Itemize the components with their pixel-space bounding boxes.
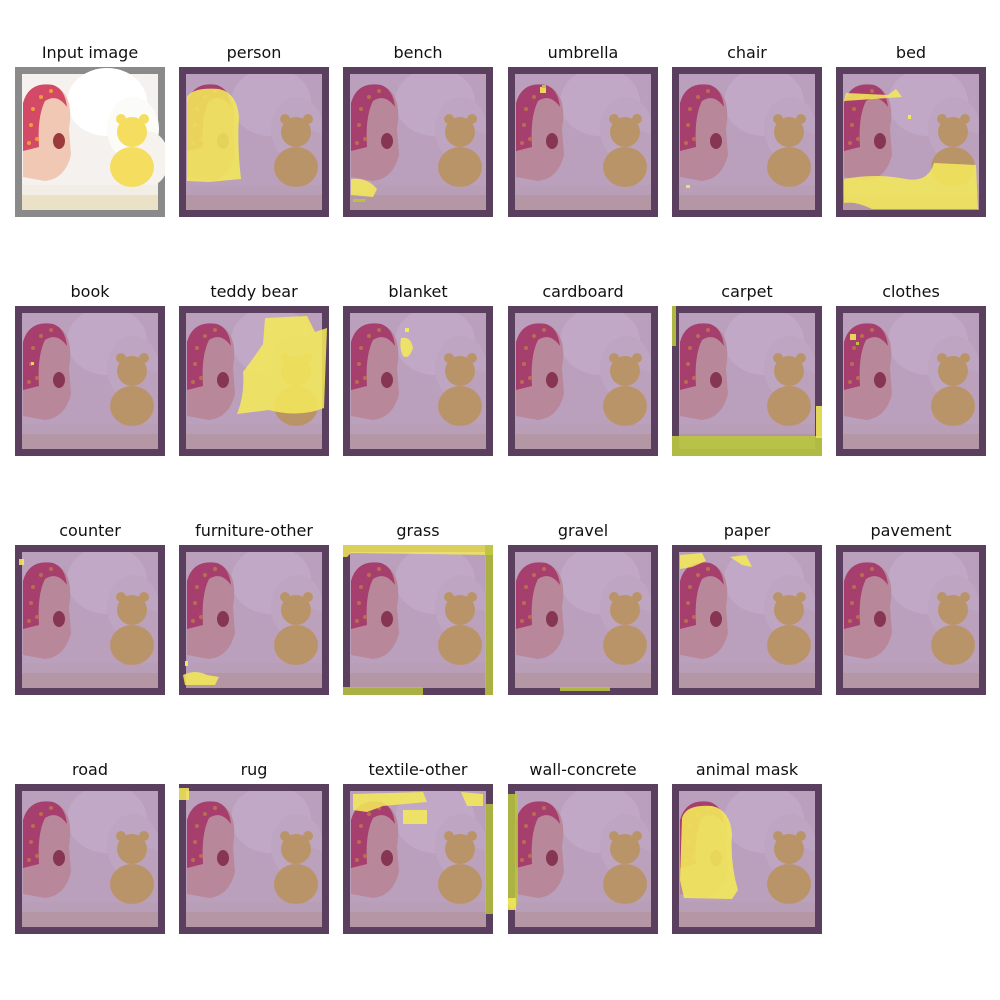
mask-overlay-image — [343, 67, 493, 217]
panel-title: teddy bear — [210, 282, 298, 301]
panel-title: cardboard — [542, 282, 624, 301]
panel-title: clothes — [882, 282, 940, 301]
panel-title: chair — [727, 43, 767, 62]
panel-title: bed — [895, 43, 927, 62]
panel-title: paper — [723, 521, 771, 540]
mask-overlay-image — [508, 306, 658, 456]
panel-title: carpet — [721, 282, 773, 301]
panel-title: pavement — [870, 521, 952, 540]
mask-overlay-image — [836, 306, 986, 456]
mask-overlay-image — [508, 67, 658, 217]
mask-overlay-image — [15, 306, 165, 456]
panel-title: grass — [396, 521, 440, 540]
panel-title: Input image — [41, 43, 139, 62]
panel-title: road — [72, 760, 108, 779]
panel-title: wall-concrete — [529, 760, 637, 779]
panel-title: umbrella — [547, 43, 619, 62]
mask-overlay-image — [836, 545, 986, 695]
mask-overlay-image — [179, 67, 329, 217]
panel-title: bench — [393, 43, 443, 62]
mask-overlay-image — [672, 67, 822, 217]
panel-title: gravel — [557, 521, 609, 540]
panel-title: blanket — [388, 282, 448, 301]
panel-title: rug — [240, 760, 268, 779]
mask-overlay-image — [672, 784, 822, 934]
mask-overlay-image — [15, 545, 165, 695]
mask-overlay-image — [508, 784, 658, 934]
mask-overlay-image — [343, 545, 493, 695]
input-image — [15, 67, 165, 217]
panel-title: book — [70, 282, 110, 301]
panel-title: person — [226, 43, 282, 62]
mask-overlay-image — [179, 545, 329, 695]
mask-overlay-image — [179, 784, 329, 934]
mask-overlay-image — [672, 306, 822, 456]
mask-overlay-image — [343, 784, 493, 934]
panel-title: animal mask — [695, 760, 799, 779]
panel-title: textile-other — [368, 760, 468, 779]
mask-overlay-image — [343, 306, 493, 456]
mask-overlay-image — [836, 67, 986, 217]
mask-overlay-image — [672, 545, 822, 695]
panel-title: furniture-other — [195, 521, 313, 540]
mask-overlay-image — [179, 306, 329, 456]
mask-overlay-image — [508, 545, 658, 695]
mask-overlay-image — [15, 784, 165, 934]
panel-title: counter — [59, 521, 121, 540]
